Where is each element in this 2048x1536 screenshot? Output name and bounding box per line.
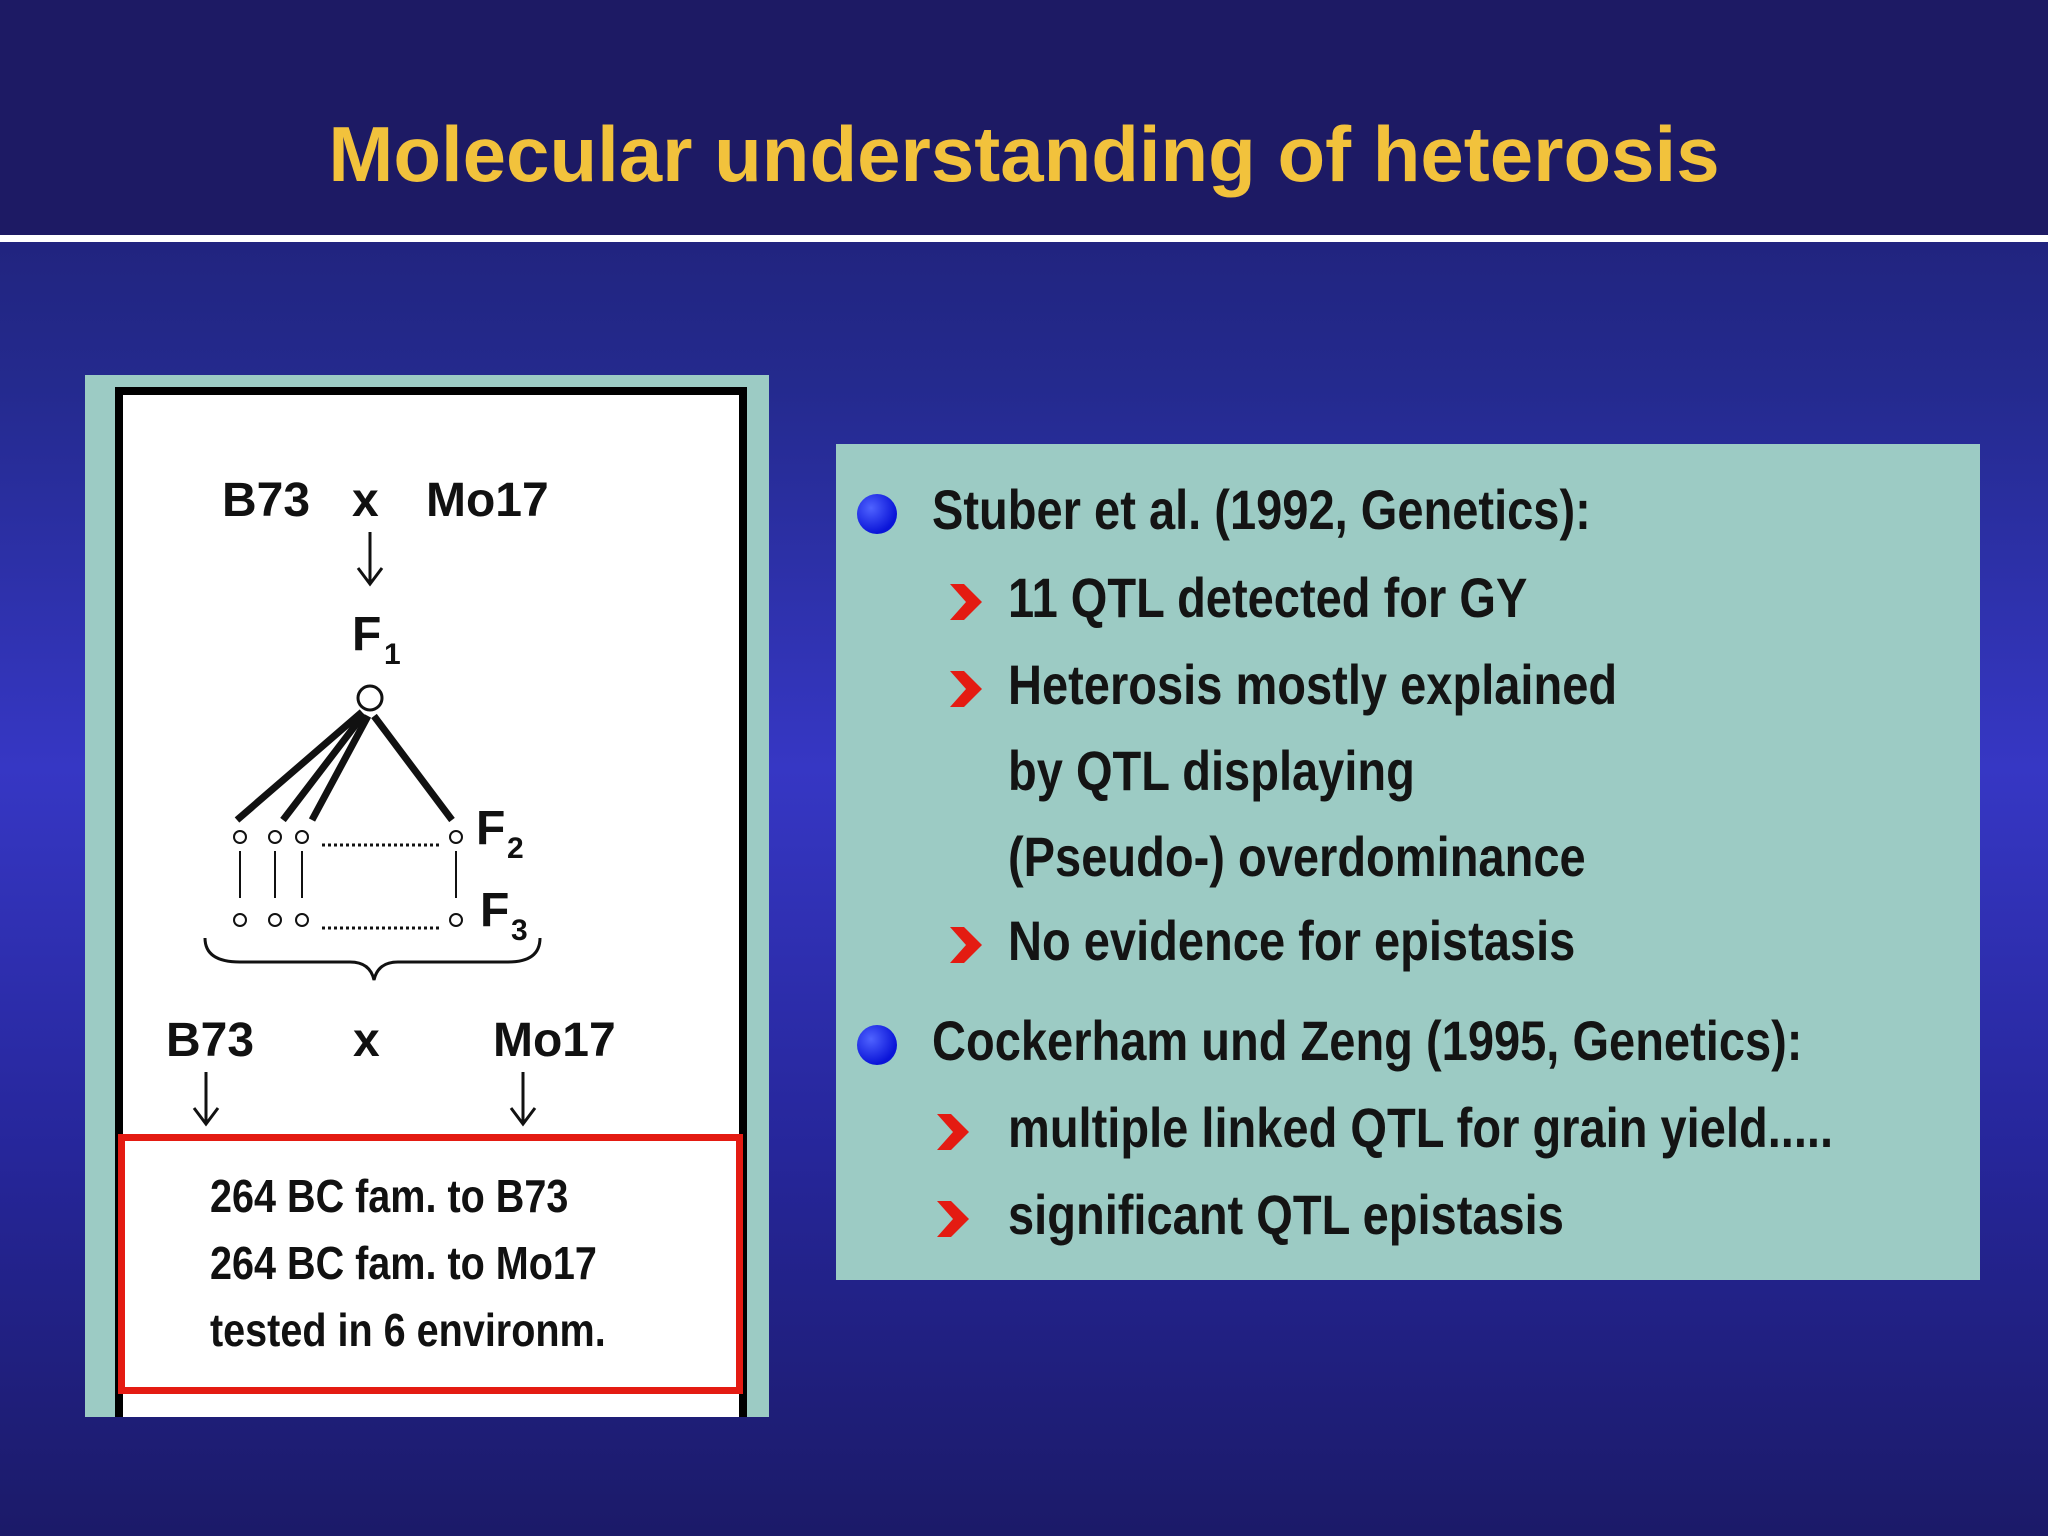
bullet-dot-icon <box>857 1025 897 1065</box>
f3-subscript: 3 <box>511 914 528 947</box>
point-linked-qtl: multiple linked QTL for grain yield..... <box>1008 1096 1834 1159</box>
point-qtl-epistasis: significant QTL epistasis <box>1008 1183 1564 1246</box>
brace-icon <box>203 937 542 981</box>
top-cross-symbol: x <box>352 474 379 527</box>
chevron-right-icon <box>937 1201 969 1237</box>
result-box <box>118 1134 743 1394</box>
result-line-1: 264 BC fam. to B73 <box>210 1170 569 1222</box>
point-heterosis-line-1: Heterosis mostly explained <box>1008 653 1618 716</box>
top-parent-right: Mo17 <box>426 474 549 527</box>
study-heading-cockerham: Cockerham und Zeng (1995, Genetics): <box>932 1009 1803 1072</box>
down-arrow-right-icon <box>509 1072 537 1127</box>
bottom-parent-right: Mo17 <box>493 1014 616 1067</box>
findings-panel <box>836 444 1980 1280</box>
point-qtl-gy: 11 QTL detected for GY <box>1008 566 1528 629</box>
f2-label: F <box>476 802 506 855</box>
f3-label: F <box>480 884 510 937</box>
point-heterosis-line-3: (Pseudo-) overdominance <box>1008 825 1586 888</box>
bullet-dot-icon <box>857 494 897 534</box>
top-parent-left: B73 <box>222 474 311 527</box>
down-arrow-left-icon <box>192 1072 220 1127</box>
chevron-right-icon <box>950 671 982 707</box>
bottom-parent-left: B73 <box>166 1014 255 1067</box>
result-line-2: 264 BC fam. to Mo17 <box>210 1237 597 1289</box>
chevron-right-icon <box>950 927 982 963</box>
f2-subscript: 2 <box>507 832 524 865</box>
point-heterosis-line-2: by QTL displaying <box>1008 739 1415 802</box>
f2-nodes <box>233 830 463 844</box>
chevron-right-icon <box>937 1114 969 1150</box>
title-bar <box>0 0 2048 235</box>
f3-nodes <box>233 913 463 927</box>
f1-subscript: 1 <box>384 638 401 671</box>
title-divider <box>0 235 2048 242</box>
slide-title: Molecular understanding of heterosis <box>328 110 1720 198</box>
result-line-3: tested in 6 environm. <box>210 1304 606 1356</box>
chevron-right-icon <box>950 584 982 620</box>
f2-f3-connectors <box>239 851 457 898</box>
point-no-epistasis: No evidence for epistasis <box>1008 909 1576 972</box>
f1-node <box>356 684 384 712</box>
selfing-lines <box>234 709 455 823</box>
study-heading-stuber: Stuber et al. (1992, Genetics): <box>932 478 1591 541</box>
down-arrow-icon <box>356 532 384 587</box>
bottom-cross-symbol: x <box>353 1014 380 1067</box>
f1-label: F <box>352 608 382 661</box>
